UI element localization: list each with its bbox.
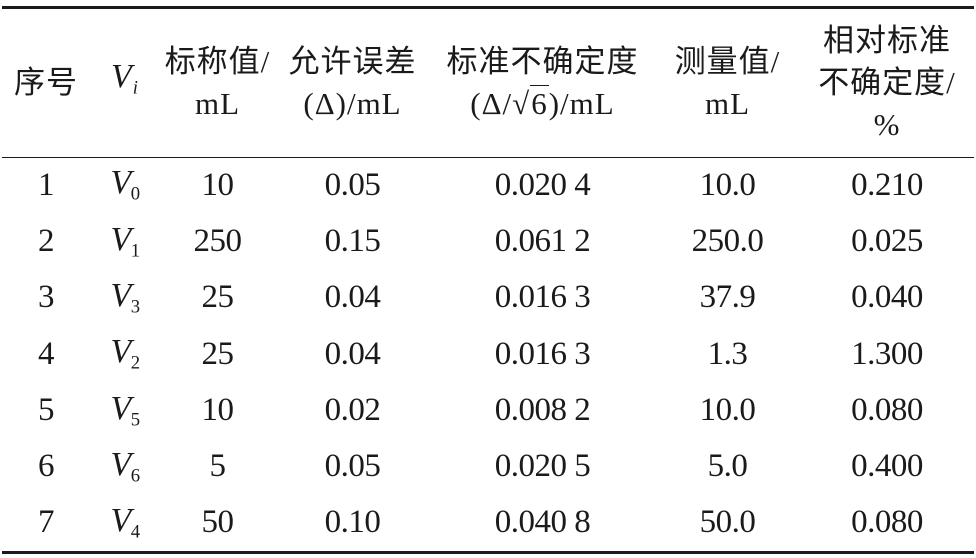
cell-measured: 5.0: [707, 448, 748, 485]
cell-tolerance: 0.10: [324, 504, 381, 541]
cell-standard-uncertainty: 0.008 2: [494, 391, 591, 428]
cell-measured: 37.9: [699, 279, 756, 316]
header-variable: Vi: [111, 58, 139, 99]
cell-measured: 50.0: [699, 504, 756, 541]
cell-variable: V0: [110, 164, 140, 205]
cell-nominal: 50: [201, 504, 235, 541]
cell-standard-uncertainty: 0.016 3: [494, 279, 591, 316]
cell-variable: V3: [110, 276, 140, 318]
top-rule: [2, 6, 974, 9]
header-standard-uncertainty: 标准不确定度 (Δ/√6)/mL: [430, 9, 655, 157]
table-row: 7 V4 50 0.10 0.040 8 50.0 0.080: [2, 495, 974, 551]
cell-tolerance: 0.05: [324, 448, 381, 485]
cell-tolerance: 0.04: [324, 335, 381, 372]
cell-index: 3: [38, 279, 55, 316]
bottom-rule: [2, 551, 974, 554]
cell-variable: V4: [110, 502, 140, 543]
cell-index: 2: [38, 222, 55, 259]
cell-relative-uncertainty: 1.300: [851, 335, 923, 372]
cell-relative-uncertainty: 0.080: [851, 504, 923, 541]
uncertainty-table: 序号 Vi 标称值/ mL 允许误差 (Δ)/mL 标准不确定度 (Δ/√6)/…: [2, 9, 974, 551]
cell-tolerance: 0.05: [324, 166, 381, 203]
table-row: 5 V5 10 0.02 0.008 2 10.0 0.080: [2, 382, 974, 438]
cell-index: 1: [38, 166, 55, 203]
cell-variable: V6: [110, 445, 140, 487]
header-measured: 测量值/ mL: [674, 44, 781, 121]
cell-relative-uncertainty: 0.400: [851, 448, 923, 485]
header-relative-uncertainty: 相对标准 不确定度/ %: [818, 23, 956, 142]
cell-relative-uncertainty: 0.040: [851, 279, 923, 316]
cell-variable: V5: [110, 389, 140, 431]
cell-index: 6: [38, 448, 55, 485]
header-standard-uncertainty-formula: (Δ/√6)/mL: [470, 85, 615, 121]
cell-measured: 10.0: [699, 166, 756, 203]
cell-standard-uncertainty: 0.040 8: [494, 504, 591, 541]
cell-standard-uncertainty: 0.020 4: [494, 166, 591, 203]
cell-index: 4: [38, 335, 55, 372]
cell-tolerance: 0.04: [324, 279, 381, 316]
cell-index: 5: [38, 391, 55, 428]
table-body: 1 V0 10 0.05 0.020 4 10.0 0.210 2 V1 250…: [2, 157, 974, 551]
cell-nominal: 25: [201, 335, 235, 372]
table-header: 序号 Vi 标称值/ mL 允许误差 (Δ)/mL 标准不确定度 (Δ/√6)/…: [2, 9, 974, 157]
table-row: 4 V2 25 0.04 0.016 3 1.3 1.300: [2, 326, 974, 382]
table-row: 2 V1 250 0.15 0.061 2 250.0 0.025: [2, 213, 974, 269]
cell-nominal: 10: [201, 391, 235, 428]
cell-variable: V1: [110, 220, 140, 262]
cell-nominal: 5: [209, 448, 227, 485]
header-rule: [2, 157, 974, 158]
table-row: 6 V6 5 0.05 0.020 5 5.0 0.400: [2, 438, 974, 494]
cell-relative-uncertainty: 0.025: [851, 222, 923, 259]
header-row: 序号 Vi 标称值/ mL 允许误差 (Δ)/mL 标准不确定度 (Δ/√6)/…: [2, 9, 974, 157]
cell-relative-uncertainty: 0.210: [851, 166, 923, 203]
cell-tolerance: 0.02: [324, 391, 381, 428]
cell-measured: 1.3: [707, 335, 748, 372]
cell-tolerance: 0.15: [324, 222, 381, 259]
cell-standard-uncertainty: 0.020 5: [494, 448, 591, 485]
cell-index: 7: [38, 504, 55, 541]
cell-measured: 250.0: [691, 222, 764, 259]
cell-nominal: 250: [193, 222, 243, 259]
header-index: 序号: [14, 65, 78, 100]
header-tolerance: 允许误差 (Δ)/mL: [288, 44, 417, 121]
cell-nominal: 10: [201, 166, 235, 203]
cell-standard-uncertainty: 0.016 3: [494, 335, 591, 372]
table-row: 1 V0 10 0.05 0.020 4 10.0 0.210: [2, 157, 974, 213]
table-row: 3 V3 25 0.04 0.016 3 37.9 0.040: [2, 270, 974, 326]
cell-standard-uncertainty: 0.061 2: [494, 222, 591, 259]
cell-relative-uncertainty: 0.080: [851, 391, 923, 428]
header-nominal: 标称值/ mL: [164, 44, 271, 121]
cell-variable: V2: [110, 333, 140, 374]
cell-nominal: 25: [201, 279, 235, 316]
cell-measured: 10.0: [699, 391, 756, 428]
